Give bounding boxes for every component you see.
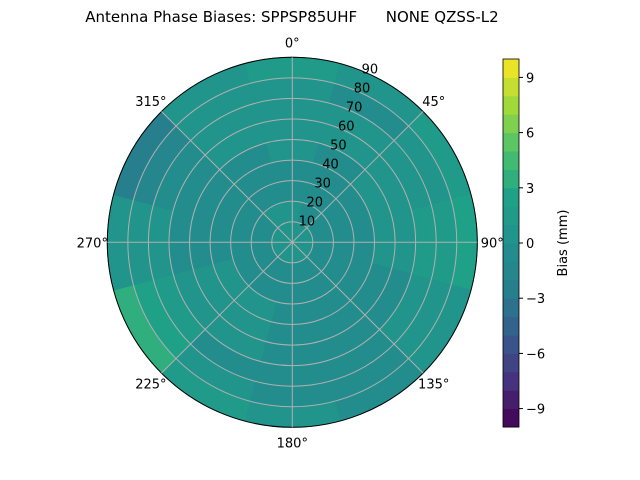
colorbar-level xyxy=(503,151,519,170)
colorbar-level xyxy=(503,408,519,428)
colorbar-level xyxy=(503,114,519,134)
colorbar-level xyxy=(503,335,519,354)
azimuth-tick-label: 90° xyxy=(481,236,504,251)
azimuth-gridline xyxy=(161,111,424,374)
colorbar-tick-label: 0 xyxy=(526,237,534,252)
colorbar-level xyxy=(503,298,519,318)
colorbar-level xyxy=(503,132,519,152)
colorbar-level xyxy=(503,224,519,244)
zenith-tick-label: 80 xyxy=(354,82,371,97)
colorbar-tick-label: −9 xyxy=(526,403,545,418)
colorbar-level xyxy=(503,77,519,97)
colorbar-level xyxy=(503,59,519,78)
colorbar-level xyxy=(503,390,519,410)
zenith-tick-label: 40 xyxy=(322,157,339,172)
colorbar-tick-label: 9 xyxy=(526,71,534,86)
colorbar-level xyxy=(503,95,519,115)
azimuth-tick-label: 270° xyxy=(77,236,108,251)
zenith-tick-label: 60 xyxy=(338,120,355,135)
azimuth-tick-label: 0° xyxy=(285,36,300,51)
azimuth-tick-label: 135° xyxy=(418,378,449,393)
zenith-tick-label: 70 xyxy=(346,101,363,116)
zenith-tick-label: 90 xyxy=(362,63,379,78)
colorbar-tick-label: −3 xyxy=(526,292,545,307)
polar-grid xyxy=(106,56,478,428)
colorbar-tick-label: 6 xyxy=(526,127,534,142)
colorbar-level xyxy=(503,206,519,226)
zenith-tick-label: 30 xyxy=(314,176,331,191)
colorbar-level xyxy=(503,261,519,281)
colorbar: −9 −6 −3 0 3 6 9 xyxy=(502,58,545,428)
colorbar-tick-label: 3 xyxy=(526,182,534,197)
colorbar-level xyxy=(503,371,519,391)
colorbar-level xyxy=(503,279,519,299)
colorbar-tick-label: −6 xyxy=(526,347,545,362)
chart-title: Antenna Phase Biases: SPPSP85UHF NONE QZ… xyxy=(85,8,499,26)
colorbar-level xyxy=(503,316,519,336)
colorbar-level xyxy=(503,243,519,262)
zenith-tick-label: 10 xyxy=(299,214,316,229)
azimuth-tick-label: 225° xyxy=(135,378,166,393)
colorbar-level xyxy=(503,169,519,189)
zenith-tick-label: 50 xyxy=(330,138,347,153)
azimuth-tick-label: 180° xyxy=(277,436,308,451)
axis-labels: 0° 45° 90° 135° 180° 225° 270° 315° 10 20 30 40 50 60… xyxy=(77,36,504,451)
azimuth-tick-label: 315° xyxy=(135,95,166,110)
colorbar-label: Bias (mm) xyxy=(556,210,571,277)
zenith-tick-label: 20 xyxy=(307,195,324,210)
colorbar-level xyxy=(503,353,519,373)
azimuth-tick-label: 45° xyxy=(422,95,445,110)
colorbar-level xyxy=(503,187,519,207)
